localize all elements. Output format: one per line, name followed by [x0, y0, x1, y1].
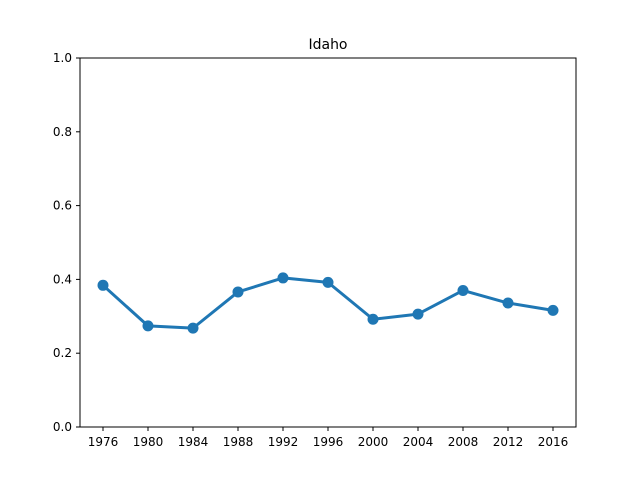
- x-tick-label: 2000: [358, 435, 389, 449]
- x-tick-label: 1980: [133, 435, 164, 449]
- x-tick-label: 1996: [313, 435, 344, 449]
- y-tick-label: 1.0: [53, 51, 72, 65]
- y-tick-label: 0.0: [53, 420, 72, 434]
- x-tick-label: 2004: [403, 435, 434, 449]
- y-tick-label: 0.6: [53, 199, 72, 213]
- data-point: [232, 286, 244, 298]
- data-point: [367, 313, 379, 325]
- data-point: [502, 297, 514, 309]
- data-point: [322, 276, 334, 288]
- axes-frame: [79, 57, 577, 428]
- x-tick-label: 1984: [178, 435, 209, 449]
- y-tick-label: 0.2: [53, 346, 72, 360]
- y-tick-label: 0.8: [53, 125, 72, 139]
- data-point: [97, 279, 109, 291]
- y-tick-label: 0.4: [53, 272, 72, 286]
- chart-title: Idaho: [308, 37, 347, 53]
- data-point: [277, 272, 289, 284]
- data-point: [457, 284, 469, 296]
- x-tick-label: 1976: [88, 435, 119, 449]
- plot-area: 0.0 0.2 0.4 0.6 0.8 1.0 1976 1980 1984 1988 1992 19…: [53, 51, 577, 449]
- x-tick-label: 1988: [223, 435, 254, 449]
- x-tick-label: 1992: [268, 435, 299, 449]
- data-point: [142, 320, 154, 332]
- data-point: [547, 304, 559, 316]
- data-point: [412, 308, 424, 320]
- x-tick-label: 2016: [538, 435, 569, 449]
- x-tick-label: 2008: [448, 435, 479, 449]
- x-tick-label: 2012: [493, 435, 524, 449]
- data-point: [187, 322, 199, 334]
